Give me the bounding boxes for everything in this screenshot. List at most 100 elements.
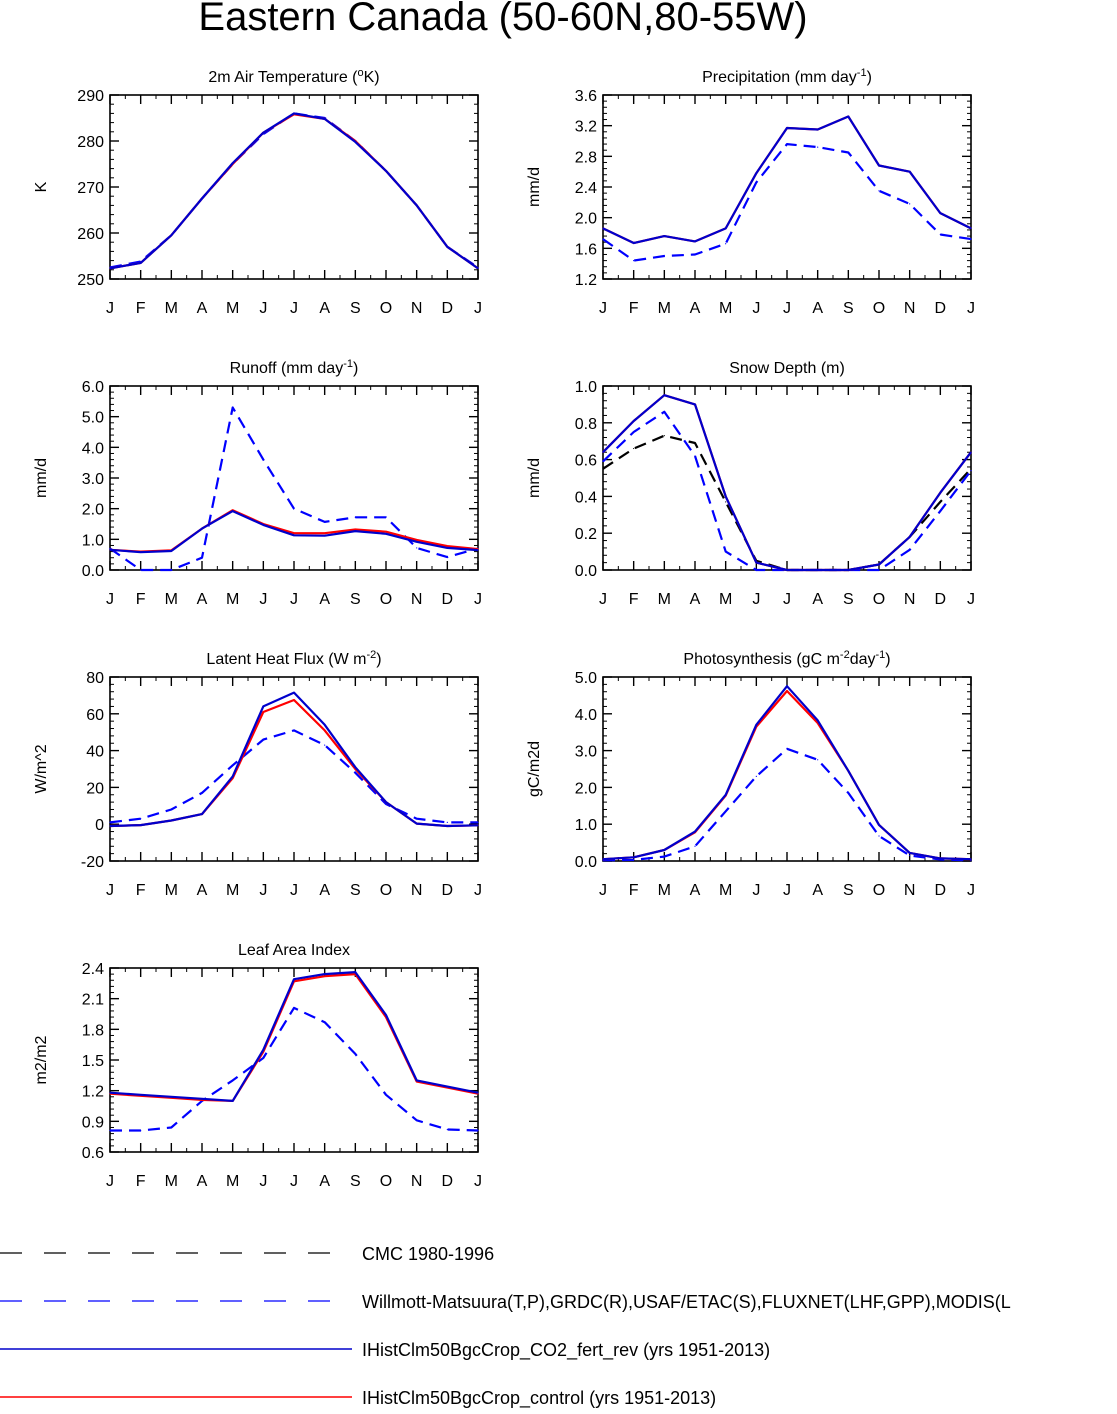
data-point [416, 818, 418, 820]
x-tick-label: S [843, 300, 854, 317]
data-point [324, 118, 326, 120]
x-tick-label: J [599, 300, 607, 317]
data-point [293, 978, 295, 980]
data-point [140, 818, 142, 820]
data-point [385, 170, 387, 172]
data-point [416, 204, 418, 206]
x-tick-label: A [197, 882, 208, 899]
data-point [232, 775, 234, 777]
x-tick-label: N [411, 882, 423, 899]
data-point [324, 975, 326, 977]
data-point [232, 764, 234, 766]
x-tick-label: O [380, 591, 392, 608]
data-point [970, 227, 972, 229]
x-tick-label: J [474, 1173, 482, 1190]
data-point [385, 1014, 387, 1016]
data-point [755, 562, 757, 564]
data-point [725, 243, 727, 245]
data-point [725, 501, 727, 503]
data-point [694, 455, 696, 457]
series-line-2 [109, 509, 479, 553]
chart-title: 2m Air Temperature (oK) [208, 67, 379, 86]
data-point [201, 792, 203, 794]
data-point [786, 143, 788, 145]
y-tick-label: 3.0 [575, 744, 597, 761]
data-point [878, 190, 880, 192]
x-tick-label: J [259, 1173, 267, 1190]
y-axis-label: K [33, 181, 50, 192]
data-point [201, 197, 203, 200]
series-line-2 [109, 113, 479, 270]
x-tick-label: F [629, 882, 639, 899]
data-point [755, 569, 757, 571]
data-point [354, 528, 356, 531]
data-point [694, 442, 696, 444]
series-line-3 [109, 510, 479, 554]
plot-frame [602, 676, 972, 862]
x-tick-label: M [719, 882, 732, 899]
x-tick-label: J [290, 1173, 298, 1190]
x-tick-label: A [812, 300, 823, 317]
data-point [109, 1092, 111, 1094]
y-tick-label: 5.0 [82, 410, 104, 427]
data-point [970, 451, 972, 453]
x-tick-label: N [904, 591, 916, 608]
data-point [878, 563, 880, 566]
y-tick-label: 1.0 [575, 379, 597, 396]
y-tick-label: 2.4 [82, 961, 104, 978]
data-point [477, 821, 479, 823]
data-point [694, 253, 696, 256]
x-tick-label: A [812, 882, 823, 899]
y-tick-label: 4.0 [82, 440, 104, 457]
chart-panel-2: J F M A M J J A S O N D J1.21.62.02.42.83.23.6mm/dPr… [526, 67, 975, 317]
x-tick-label: M [226, 591, 239, 608]
data-point [354, 766, 356, 768]
x-tick-label: A [319, 1173, 330, 1190]
x-tick-label: M [719, 591, 732, 608]
x-tick-label: M [658, 300, 671, 317]
data-point [446, 1128, 448, 1131]
data-point [477, 549, 479, 551]
x-tick-label: A [319, 591, 330, 608]
data-point [446, 545, 448, 547]
data-point [970, 468, 972, 470]
page-title: Eastern Canada (50-60N,80-55W) [198, 0, 807, 39]
data-point [663, 855, 665, 858]
data-point [725, 495, 727, 497]
series-line-2 [602, 410, 972, 572]
x-tick-label: O [380, 300, 392, 317]
x-tick-label: A [197, 1173, 208, 1190]
x-tick-label: M [226, 1173, 239, 1190]
data-point [140, 262, 142, 264]
series-line-1 [602, 143, 972, 262]
x-tick-label: J [783, 882, 791, 899]
x-tick-label: O [380, 1173, 392, 1190]
data-point [324, 521, 326, 523]
data-point [262, 1057, 264, 1059]
y-axis-label: gC/m2d [526, 741, 543, 797]
data-point [293, 699, 295, 701]
data-point [446, 821, 448, 823]
x-tick-label: J [599, 882, 607, 899]
x-tick-label: F [629, 591, 639, 608]
x-tick-label: M [658, 591, 671, 608]
data-point [755, 775, 757, 777]
data-point [354, 530, 356, 532]
chart-panel-7: J F M A M J J A S O N D J0.60.91.21.51.82.12.4m2/m2L… [33, 942, 482, 1190]
data-point [694, 830, 696, 833]
x-tick-label: F [136, 591, 146, 608]
data-point [878, 824, 880, 826]
x-tick-label: M [226, 882, 239, 899]
x-tick-label: J [752, 591, 760, 608]
x-tick-label: O [380, 882, 392, 899]
data-point [201, 528, 203, 530]
data-point [817, 569, 819, 571]
data-point [324, 973, 326, 975]
plot-frame [109, 94, 479, 280]
y-tick-label: 1.0 [82, 532, 104, 549]
x-tick-label: J [290, 882, 298, 899]
data-point [786, 690, 788, 692]
y-tick-label: 0.4 [575, 489, 597, 506]
